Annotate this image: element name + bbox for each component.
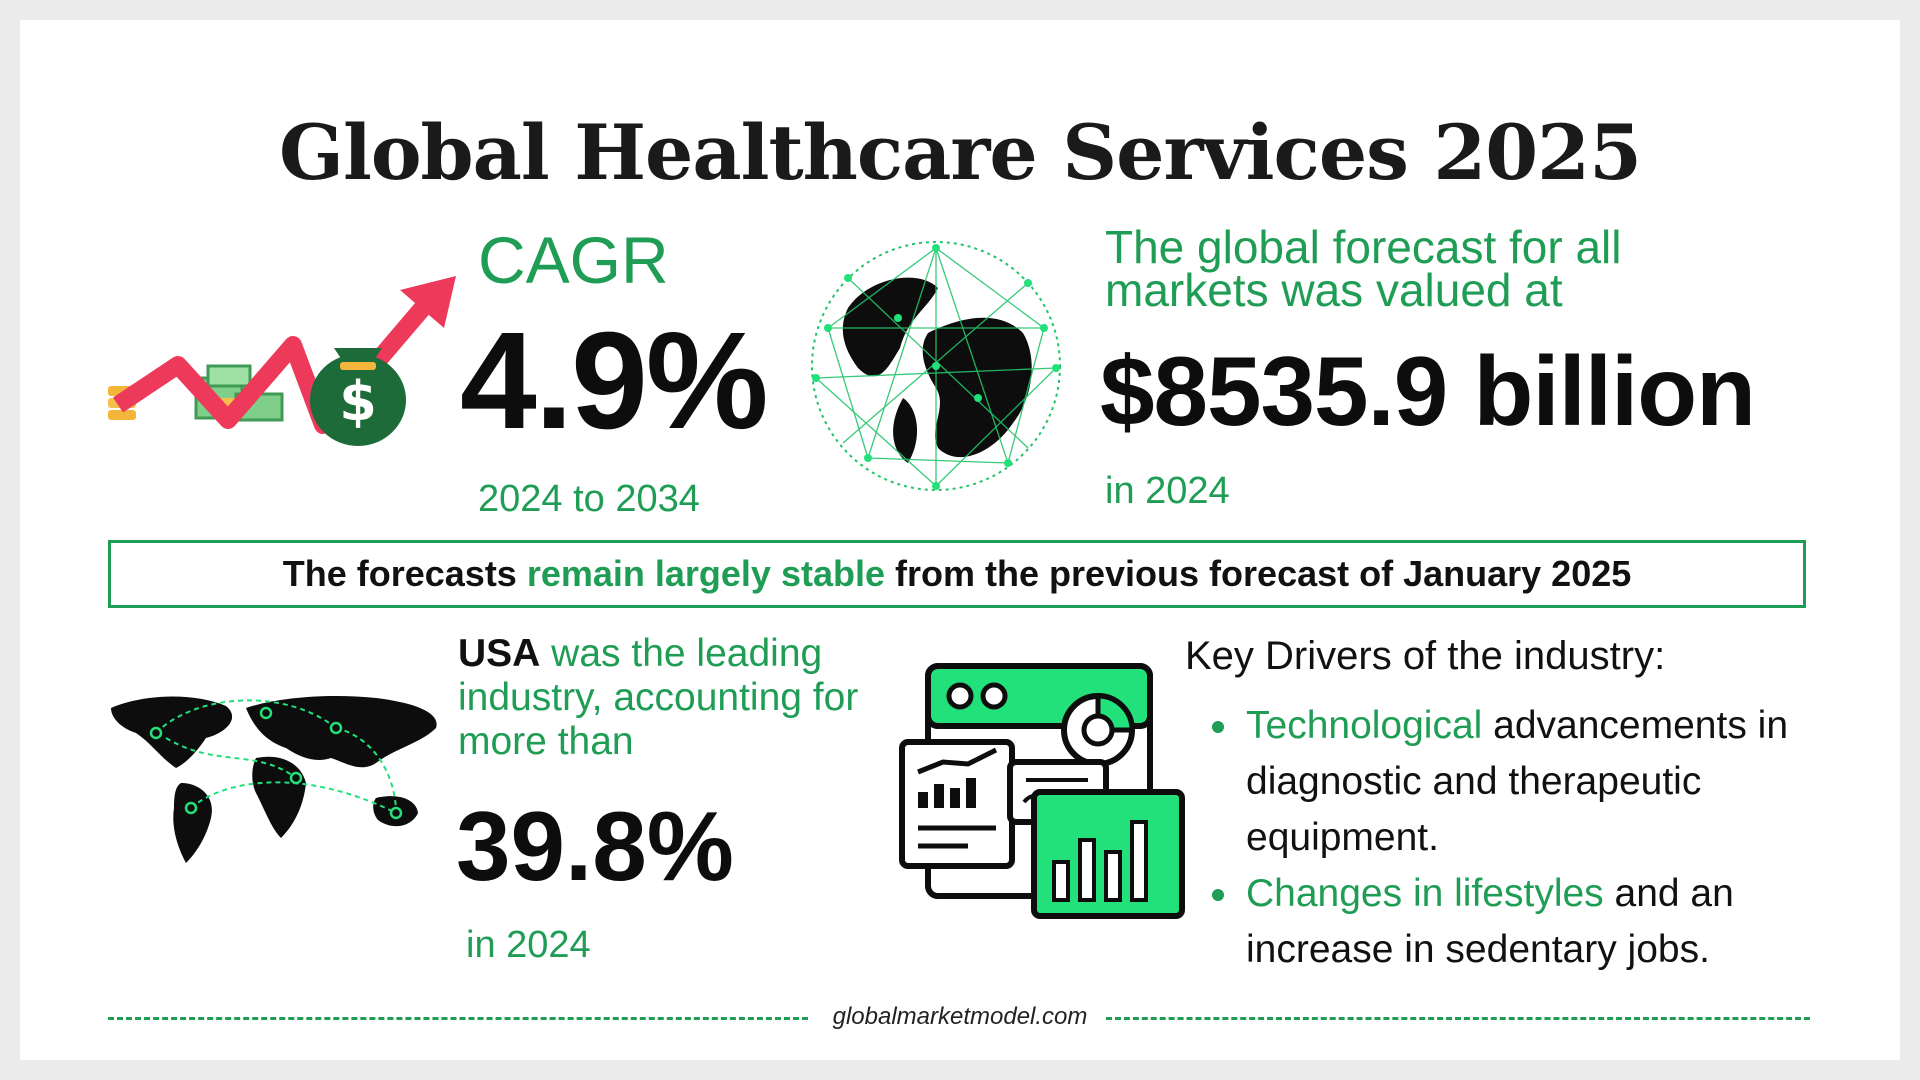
cagr-period: 2024 to 2034 <box>478 478 700 520</box>
stability-banner: The forecasts remain largely stable from… <box>108 540 1806 608</box>
usa-year: in 2024 <box>466 924 591 966</box>
cagr-value: 4.9% <box>460 304 769 458</box>
driver-text: and an increase in sedentary jobs. <box>1246 872 1734 971</box>
driver-text: advancements in diagnostic and therapeut… <box>1246 704 1789 859</box>
usa-share-value: 39.8% <box>456 791 734 901</box>
drivers-list: Technological advancements in diagnostic… <box>1210 698 1830 978</box>
forecast-value: $8535.9 billion <box>1100 336 1756 446</box>
list-item: Technological advancements in diagnostic… <box>1210 698 1830 866</box>
cagr-label: CAGR <box>478 223 669 297</box>
list-item: Changes in lifestyles and an increase in… <box>1210 866 1830 978</box>
driver-highlight: Changes in lifestyles <box>1246 872 1604 915</box>
svg-text:$: $ <box>339 370 377 433</box>
forecast-year: in 2024 <box>1105 470 1230 512</box>
forecast-text: The global forecast for all markets was … <box>1105 221 1622 316</box>
world-map-icon <box>111 696 437 863</box>
usa-description: USA was the leading industry, accounting… <box>458 632 898 764</box>
bullet-icon <box>1212 889 1224 901</box>
banner-highlight: remain largely stable <box>526 553 885 594</box>
footer-divider-right <box>1106 1017 1810 1020</box>
banner-suffix: from the previous forecast of January 20… <box>885 553 1632 594</box>
driver-highlight: Technological <box>1246 704 1483 747</box>
banner-prefix: The forecasts <box>282 553 527 594</box>
drivers-title: Key Drivers of the industry: <box>1185 634 1666 678</box>
footer-divider-left <box>108 1017 808 1020</box>
footer-source: globalmarketmodel.com <box>832 1003 1088 1030</box>
network-globe-icon <box>811 241 1061 491</box>
growth-money-icon: $ <box>108 276 456 446</box>
page-title: Global Healthcare Services 2025 <box>279 108 1642 197</box>
usa-country: USA <box>458 632 541 675</box>
usa-text: was the leading industry, accounting for… <box>458 632 859 763</box>
analytics-dashboard-icon <box>899 663 1185 919</box>
bullet-icon <box>1212 721 1224 733</box>
